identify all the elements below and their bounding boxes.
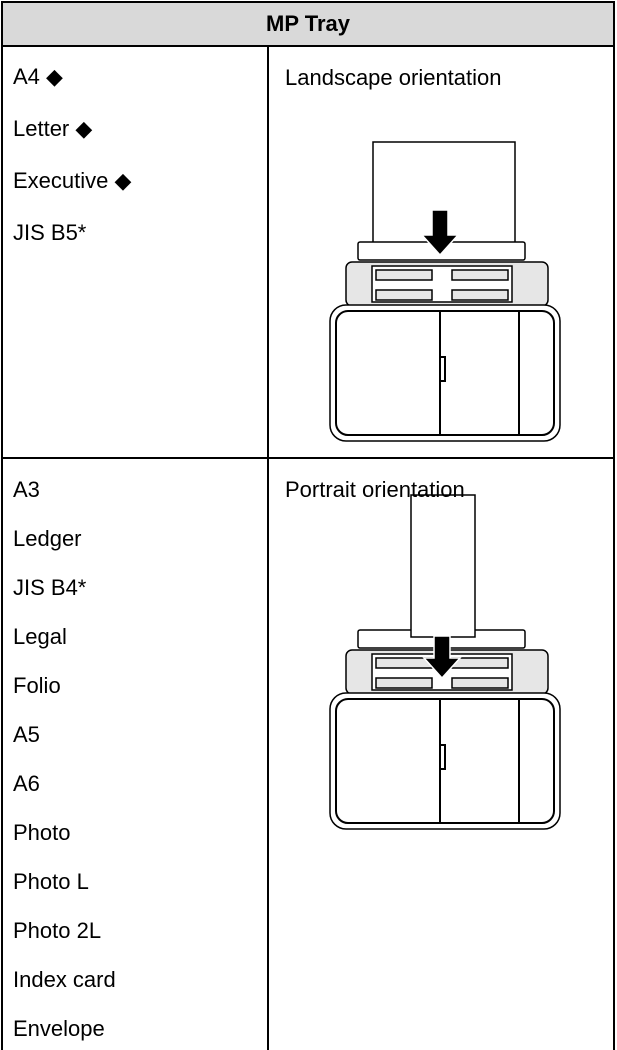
paper-size: Photo 2L [13,918,101,943]
paper-size: JIS B5* [13,220,87,245]
paper-size: Envelope [13,1016,105,1041]
paper-size: Photo L [13,869,89,894]
paper-size: Index card [13,967,116,992]
paper-size: Executive ◆ [13,168,131,193]
portrait-illustration [329,494,561,830]
table-header: MP Tray [266,11,351,36]
paper-size: JIS B4* [13,575,87,600]
orientation-label: Landscape orientation [285,65,502,90]
header-bg [2,2,614,46]
paper-size: Legal [13,624,67,649]
orientation-label: Portrait orientation [285,477,465,502]
paper-size: Photo [13,820,71,845]
paper-size: Letter ◆ [13,116,92,141]
paper-size: A6 [13,771,40,796]
paper-size: Ledger [13,526,82,551]
landscape-illustration [329,141,561,442]
paper-size: A5 [13,722,40,747]
paper-size: Folio [13,673,61,698]
paper-size: A3 [13,477,40,502]
paper-size: A4 ◆ [13,64,63,89]
